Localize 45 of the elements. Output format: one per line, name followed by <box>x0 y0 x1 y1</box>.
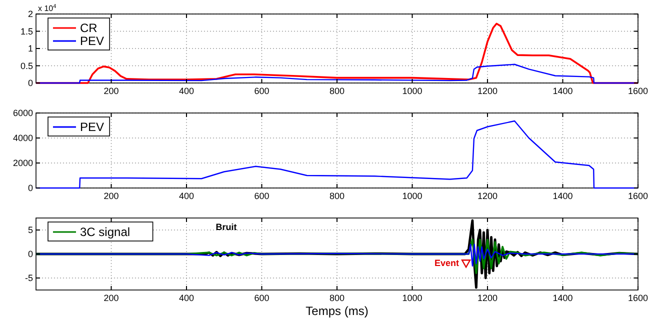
x-tick-label: 1600 <box>628 86 648 96</box>
x-tick-label: 800 <box>329 191 345 201</box>
x-tick-label: 1400 <box>552 86 573 96</box>
y-tick-label: 0.5 <box>20 60 33 71</box>
x-axis-title: Temps (ms) <box>306 304 368 318</box>
y-tick-label: 2000 <box>12 158 33 168</box>
legend-label: CR <box>80 21 98 35</box>
x-tick-label: 1000 <box>402 191 422 201</box>
y-tick-label: 1 <box>28 44 33 54</box>
y-tick-label: 5 <box>28 225 33 235</box>
x-tick-label: 1400 <box>552 293 573 303</box>
line-series <box>35 238 639 274</box>
x-tick-label: 1200 <box>477 191 498 201</box>
y-tick-label: 0 <box>28 78 33 88</box>
y-tick-label: -5 <box>24 273 33 283</box>
y-tick-label: 2 <box>28 9 33 19</box>
x-tick-label: 600 <box>254 293 270 303</box>
x-tick-label: 1200 <box>477 293 498 303</box>
x-tick-label: 600 <box>254 86 270 96</box>
legend-label: PEV <box>80 34 104 48</box>
x-tick-label: 400 <box>178 86 194 96</box>
x-tick-label: 400 <box>178 191 194 201</box>
x-tick-label: 1200 <box>477 86 498 96</box>
annotation: Event <box>434 258 460 268</box>
y-tick-label: 0 <box>28 249 33 259</box>
x-tick-label: 800 <box>329 293 345 303</box>
legend-label: 3C signal <box>80 225 130 239</box>
x-tick-label: 200 <box>104 191 119 201</box>
text: x 10$^{4}$ <box>38 4 56 13</box>
x-tick-label: 600 <box>254 191 270 201</box>
x-tick-label: 1000 <box>402 86 422 96</box>
y-tick-label: 6000 <box>12 108 33 118</box>
x-tick-label: 1600 <box>628 191 648 201</box>
x-tick-label: 1600 <box>628 293 648 303</box>
annotation: Bruit <box>216 222 237 232</box>
x-tick-label: 800 <box>329 86 345 96</box>
y-tick-label: 1.5 <box>20 26 33 36</box>
y-tick-label: 0 <box>28 183 33 193</box>
x-tick-label: 1000 <box>402 293 422 303</box>
y-tick-label: 4000 <box>12 133 33 143</box>
x-tick-label: 1400 <box>552 191 573 201</box>
x-tick-label: 200 <box>104 86 119 96</box>
legend-label: PEV <box>80 120 104 134</box>
x-tick-label: 200 <box>104 293 119 303</box>
x-tick-label: 400 <box>178 293 194 303</box>
